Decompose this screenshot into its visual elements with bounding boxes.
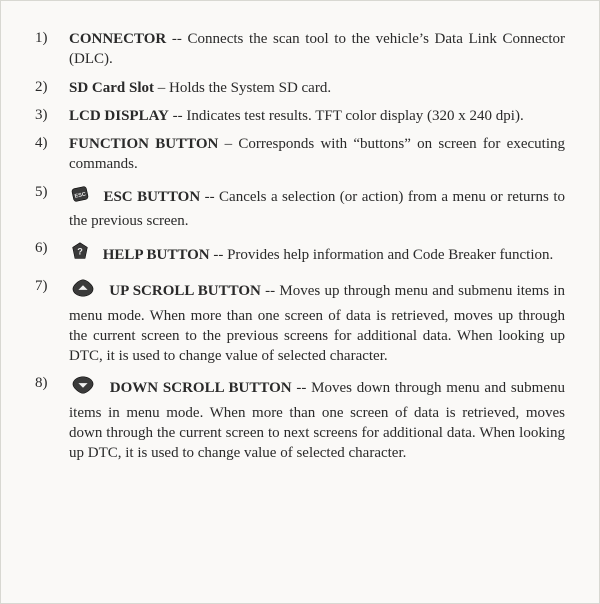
item-term: ESC BUTTON xyxy=(103,189,200,205)
item-body: HELP BUTTON -- Provides help information… xyxy=(69,239,565,269)
down-button-icon xyxy=(69,374,97,402)
item-term: SD Card Slot xyxy=(69,80,154,96)
item-number: 7) xyxy=(35,277,69,295)
list-item: 3)LCD DISPLAY -- Indicates test results.… xyxy=(35,106,565,126)
item-separator: -- xyxy=(166,31,187,47)
parts-list: 1)CONNECTOR -- Connects the scan tool to… xyxy=(35,29,565,463)
list-item: 5) ESC BUTTON -- Cancels a selection (or… xyxy=(35,183,565,232)
item-term: HELP BUTTON xyxy=(103,247,210,263)
help-button-icon xyxy=(69,239,91,269)
item-separator: – xyxy=(154,80,169,96)
item-separator: -- xyxy=(292,380,312,396)
list-item: 6) HELP BUTTON -- Provides help informat… xyxy=(35,239,565,269)
item-number: 5) xyxy=(35,183,69,201)
list-item: 1)CONNECTOR -- Connects the scan tool to… xyxy=(35,29,565,70)
item-body: ESC BUTTON -- Cancels a selection (or ac… xyxy=(69,183,565,232)
item-term: CONNECTOR xyxy=(69,31,166,47)
list-item: 4)FUNCTION BUTTON – Corresponds with “bu… xyxy=(35,134,565,175)
esc-button-icon xyxy=(69,183,91,211)
list-item: 7) UP SCROLL BUTTON -- Moves up through … xyxy=(35,277,565,366)
item-body: SD Card Slot – Holds the System SD card. xyxy=(69,78,565,98)
up-button-icon xyxy=(69,277,97,305)
item-number: 2) xyxy=(35,78,69,96)
item-term: UP SCROLL BUTTON xyxy=(109,283,261,299)
list-item: 2)SD Card Slot – Holds the System SD car… xyxy=(35,78,565,98)
item-body: DOWN SCROLL BUTTON -- Moves down through… xyxy=(69,374,565,463)
item-separator: -- xyxy=(200,189,219,205)
list-item: 8) DOWN SCROLL BUTTON -- Moves down thro… xyxy=(35,374,565,463)
item-term: LCD DISPLAY xyxy=(69,108,169,124)
item-body: FUNCTION BUTTON – Corresponds with “butt… xyxy=(69,134,565,175)
item-description: Indicates test results. TFT color displa… xyxy=(186,108,523,124)
item-body: CONNECTOR -- Connects the scan tool to t… xyxy=(69,29,565,70)
item-term: FUNCTION BUTTON xyxy=(69,136,218,152)
item-separator: – xyxy=(218,136,238,152)
item-number: 6) xyxy=(35,239,69,257)
item-separator: -- xyxy=(261,283,280,299)
item-number: 3) xyxy=(35,106,69,124)
item-number: 4) xyxy=(35,134,69,152)
item-number: 1) xyxy=(35,29,69,47)
item-body: LCD DISPLAY -- Indicates test results. T… xyxy=(69,106,565,126)
item-number: 8) xyxy=(35,374,69,392)
item-description: Holds the System SD card. xyxy=(169,80,331,96)
item-description: Provides help information and Code Break… xyxy=(227,247,553,263)
item-separator: -- xyxy=(169,108,187,124)
item-body: UP SCROLL BUTTON -- Moves up through men… xyxy=(69,277,565,366)
item-term: DOWN SCROLL BUTTON xyxy=(110,380,292,396)
item-separator: -- xyxy=(210,247,228,263)
